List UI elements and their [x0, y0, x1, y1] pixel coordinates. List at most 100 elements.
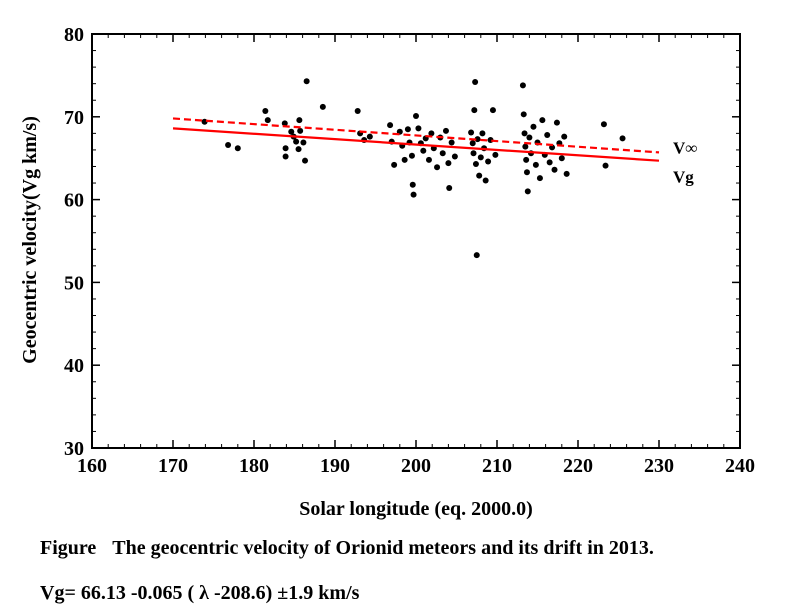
data-point [472, 160, 479, 167]
x-tick-label: 190 [320, 455, 350, 477]
series-line-vg [172, 127, 660, 162]
x-tick-label: 240 [725, 455, 755, 477]
data-point [404, 126, 411, 133]
data-point [473, 252, 480, 259]
data-point [602, 162, 609, 169]
data-point [410, 191, 417, 198]
series-label-v-infinity: V∞ [673, 138, 697, 157]
data-point [354, 108, 361, 115]
data-point [546, 159, 553, 166]
data-point [448, 139, 455, 146]
x-tick-label: 160 [77, 455, 107, 477]
data-point [300, 139, 307, 146]
data-point [442, 127, 449, 134]
data-point [420, 147, 427, 154]
data-point [451, 153, 458, 160]
data-point [288, 128, 295, 135]
data-point [225, 141, 232, 148]
fit-formula: Vg= 66.13 -0.065 ( λ -208.6) ±1.9 km/s [40, 582, 360, 604]
scatter-chart: 160 170 180 190 200 210 220 230 240 30 40 50 60 70 80… [19, 24, 755, 520]
data-point [282, 153, 289, 160]
data-point [558, 155, 565, 162]
data-point [415, 125, 422, 132]
data-point [302, 157, 309, 164]
y-tick-label: 50 [64, 272, 84, 294]
series-line-v-infinity [172, 117, 660, 154]
data-point [522, 143, 529, 150]
data-point [536, 175, 543, 182]
data-point [485, 158, 492, 165]
data-point [539, 117, 546, 124]
x-tick-label: 220 [563, 455, 593, 477]
data-point [296, 117, 303, 124]
x-axis-label: Solar longitude (eq. 2000.0) [299, 498, 533, 520]
axis-ticks [91, 33, 741, 449]
data-point [619, 135, 626, 142]
data-point [482, 177, 489, 184]
figure-caption-text: The geocentric velocity of Orionid meteo… [112, 537, 654, 559]
data-point [519, 82, 526, 89]
x-tick-label: 180 [239, 455, 269, 477]
y-axis-label: Geocentric velocity(Vg km/s) [19, 116, 41, 364]
data-point [401, 156, 408, 163]
data-point [476, 172, 483, 179]
y-tick-labels: 30 40 50 60 70 80 [64, 24, 84, 460]
y-tick-label: 60 [64, 190, 84, 212]
data-point [439, 150, 446, 157]
data-point [523, 169, 530, 176]
plot-frame [91, 33, 741, 449]
series-labels: V∞ Vg [673, 138, 697, 186]
data-point [434, 164, 441, 171]
data-point [445, 160, 452, 167]
data-point [524, 188, 531, 195]
data-point [387, 122, 394, 129]
y-tick-label: 40 [64, 355, 84, 377]
data-point [428, 130, 435, 137]
data-point [425, 156, 432, 163]
figure-caption: Figure The geocentric velocity of Orionid… [40, 537, 654, 560]
x-tick-label: 200 [401, 455, 431, 477]
data-point [549, 144, 556, 151]
data-point [446, 185, 453, 192]
data-point [293, 138, 300, 145]
data-point [303, 78, 310, 85]
data-point [297, 127, 304, 134]
data-point [489, 107, 496, 114]
data-point [600, 121, 607, 128]
data-point [409, 181, 416, 188]
data-point [262, 108, 269, 115]
data-point [530, 123, 537, 130]
data-point [477, 154, 484, 161]
data-point [472, 79, 479, 86]
y-tick-label: 70 [64, 107, 84, 129]
figure-word: Figure [40, 537, 97, 559]
data-point [295, 146, 302, 153]
data-point [469, 140, 476, 147]
data-point [391, 161, 398, 168]
data-point [408, 152, 415, 159]
x-tick-label: 230 [644, 455, 674, 477]
y-tick-label: 30 [64, 438, 84, 460]
data-points [201, 78, 626, 259]
data-point [520, 111, 527, 118]
x-tick-labels: 160 170 180 190 200 210 220 230 240 [77, 455, 755, 477]
data-point [544, 132, 551, 139]
data-point [282, 145, 289, 152]
data-point [471, 107, 478, 114]
data-point [526, 134, 533, 141]
data-point [479, 130, 486, 137]
data-point [523, 156, 530, 163]
trend-lines [172, 117, 660, 162]
data-point [413, 112, 419, 119]
data-point [553, 119, 560, 126]
x-tick-label: 170 [158, 455, 188, 477]
y-tick-label: 80 [64, 24, 84, 46]
x-tick-label: 210 [482, 455, 512, 477]
data-point [561, 133, 568, 140]
data-point [281, 120, 288, 127]
data-point [468, 129, 475, 136]
data-point [551, 166, 558, 173]
data-point [563, 170, 570, 177]
data-point [470, 150, 477, 157]
data-point [319, 103, 326, 110]
